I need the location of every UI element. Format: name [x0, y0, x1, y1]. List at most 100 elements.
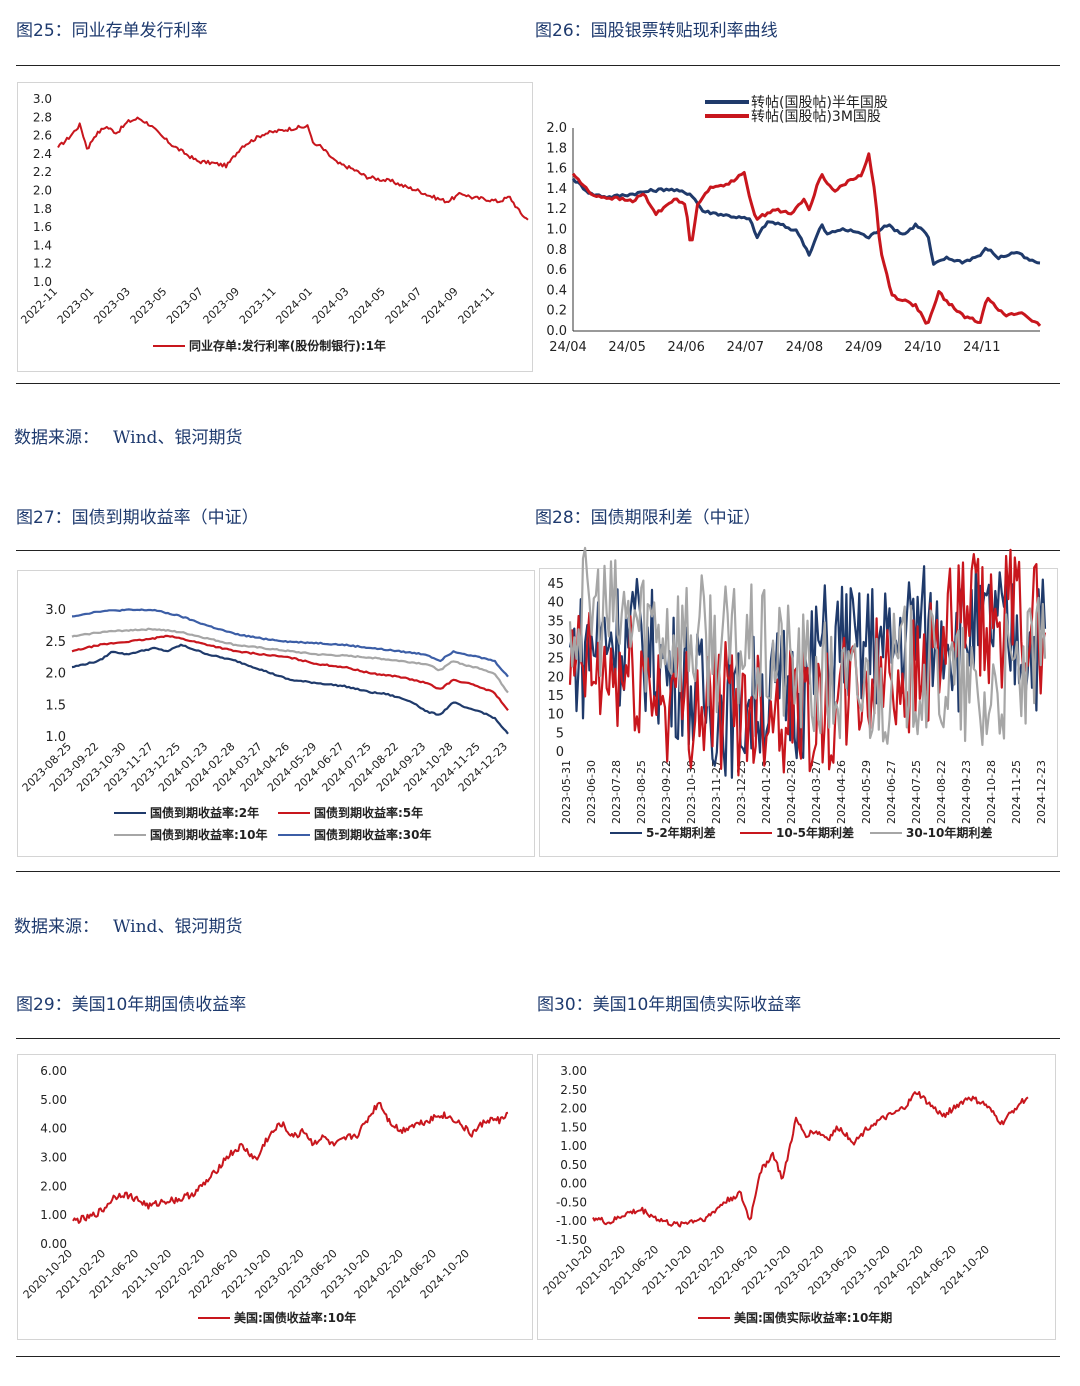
y-tick-label: 35 — [547, 614, 564, 629]
y-tick-label: 45 — [547, 577, 564, 592]
y-tick-label: 3.00 — [40, 1151, 67, 1165]
x-tick-label: 2024-05 — [346, 285, 388, 327]
y-tick-label: 1.8 — [33, 202, 52, 216]
x-tick-label: 2023-10-30 — [685, 760, 698, 824]
y-tick-label: 2.6 — [33, 129, 52, 143]
fig25-title: 图25：同业存单发行利率 — [16, 21, 208, 41]
x-tick-label: 2024-01-23 — [760, 760, 773, 824]
y-tick-label: 1.4 — [33, 238, 52, 252]
fig27-panel: 3.0 2.5 2.0 1.5 1.0 2023-08-25 2023-09-22 2023-… — [17, 570, 535, 857]
fig26-title: 图26：国股银票转贴现利率曲线 — [535, 21, 778, 41]
y-tick-label: 20 — [547, 670, 564, 685]
series-line-2 — [568, 548, 1047, 777]
y-tick-label: 3.0 — [45, 603, 66, 618]
y-tick-label: 1.5 — [45, 698, 66, 713]
y-tick-label: 2.0 — [546, 121, 567, 136]
y-tick-label: 2.50 — [560, 1083, 587, 1097]
series-line-1 — [57, 116, 529, 221]
fig30-chart: 3.00 2.50 2.00 1.50 1.00 0.50 0.00 -0.50 -1.00 -1… — [541, 1064, 1029, 1325]
x-tick-label: 2024-06-27 — [885, 760, 898, 824]
x-tick-label: 2023-05 — [128, 285, 170, 327]
x-tick-label: 2023-09 — [201, 285, 243, 327]
y-tick-label: 1.50 — [560, 1120, 587, 1134]
y-tick-label: 1.6 — [546, 162, 567, 177]
section1-bottom-rule — [16, 383, 1060, 384]
y-tick-label: 2.2 — [33, 165, 52, 179]
y-tick-label: -1.50 — [556, 1233, 587, 1247]
y-tick-label: 0.4 — [546, 283, 567, 298]
x-tick-label: 2024-02-28 — [785, 760, 798, 824]
x-tick-label: 24/11 — [963, 340, 1000, 355]
x-tick-label: 2023-11 — [237, 285, 279, 327]
x-tick-label: 2023-11-27 — [710, 760, 723, 824]
series-line-2 — [71, 634, 509, 711]
x-tick-label: 24/09 — [845, 340, 882, 355]
legend-label: 10-5年期利差 — [776, 825, 854, 840]
x-tick-label: 2023-05-31 — [560, 760, 573, 824]
legend-label: 同业存单:发行利率(股份制银行):1年 — [189, 338, 386, 353]
fig29-chart: 6.005.004.003.002.001.000.002020-10-2020… — [21, 1064, 509, 1325]
x-tick-label: 2024-09-23 — [960, 760, 973, 824]
y-tick-label: 3.00 — [560, 1064, 587, 1078]
section1-top-rule — [16, 65, 1060, 66]
x-tick-label: 2023-09-22 — [660, 760, 673, 824]
fig29-panel: 6.00 5.00 4.00 3.00 2.00 1.00 0.00 2020-10-20 20… — [17, 1054, 533, 1340]
y-tick-label: 2.4 — [33, 147, 52, 161]
x-tick-label: 2023-06-30 — [585, 760, 598, 824]
legend-label: 转帖(国股帖)3M国股 — [751, 109, 881, 125]
y-tick-label: 6.00 — [40, 1064, 67, 1078]
y-tick-label: 3.0 — [33, 92, 52, 106]
fig25-panel: 3.0 2.8 2.6 2.4 2.2 2.0 1.8 1.6 1.4 1.2 1.0 2022-11… — [17, 82, 533, 372]
y-tick-label: 0.50 — [560, 1158, 587, 1172]
section2-source: 数据来源： Wind、银河期货 — [14, 912, 242, 937]
legend-label: 美国:国债实际收益率:10年期 — [734, 1310, 892, 1325]
y-tick-label: 2.00 — [40, 1179, 67, 1193]
y-tick-label: 40 — [547, 596, 564, 611]
y-tick-label: 1.00 — [40, 1208, 67, 1222]
x-tick-label: 2024-07-25 — [910, 760, 923, 824]
y-tick-label: 1.6 — [33, 220, 52, 234]
series-line-2 — [571, 152, 1042, 327]
source-label: 数据来源： — [14, 917, 99, 937]
y-tick-label: 5.00 — [40, 1093, 67, 1107]
series-line-3 — [71, 627, 509, 694]
x-tick-label: 24/07 — [727, 340, 764, 355]
y-tick-label: 0.00 — [560, 1177, 587, 1191]
x-tick-label: 2024-07 — [383, 285, 425, 327]
y-tick-label: 0.2 — [546, 304, 567, 319]
legend-label: 国债到期收益率:10年 — [150, 827, 268, 842]
section2-top-rule — [16, 550, 1060, 551]
fig28-title: 图28：国债期限利差（中证） — [535, 508, 761, 528]
fig26-chart: 2.0 1.8 1.6 1.4 1.2 1.0 0.8 0.6 0.4 0.2 0.024/04 24… — [546, 95, 1042, 355]
x-tick-label: 2023-01 — [55, 285, 97, 327]
y-tick-label: 0.6 — [546, 263, 567, 278]
x-tick-label: 2024-04-26 — [835, 760, 848, 824]
x-tick-label: 2024-05-29 — [860, 760, 873, 824]
y-tick-label: 15 — [547, 689, 564, 704]
y-tick-label: 2.0 — [45, 667, 66, 682]
source-value: Wind、银河期货 — [113, 428, 243, 448]
x-tick-label: 24/10 — [904, 340, 941, 355]
section1-source: 数据来源： Wind、银河期货 — [14, 423, 242, 448]
y-tick-label: 2.8 — [33, 110, 52, 124]
x-tick-label: 2024-08-22 — [935, 760, 948, 824]
y-tick-label: 1.2 — [33, 257, 52, 271]
series-line-1 — [71, 643, 509, 735]
series-line-1 — [592, 1091, 1029, 1228]
section2-bottom-rule — [16, 871, 1060, 872]
x-tick-label: 2024-03-27 — [810, 760, 823, 824]
x-tick-label: 2023-12-25 — [735, 760, 748, 824]
fig26-panel: 2.0 1.8 1.6 1.4 1.2 1.0 0.8 0.6 0.4 0.2 0.0 24/04 24… — [535, 82, 1060, 372]
x-tick-label: 2024-12-23 — [1035, 760, 1048, 824]
legend-label: 30-10年期利差 — [906, 825, 992, 840]
series-line-4 — [71, 608, 509, 678]
section3-bottom-rule — [16, 1356, 1060, 1357]
source-label: 数据来源： — [14, 428, 99, 448]
y-tick-label: 30 — [547, 633, 564, 648]
legend-label: 5-2年期利差 — [646, 825, 716, 840]
x-tick-label: 2024-03 — [310, 285, 352, 327]
legend-label: 国债到期收益率:30年 — [314, 827, 432, 842]
legend-label: 国债到期收益率:2年 — [150, 805, 259, 820]
x-tick-label: 24/06 — [667, 340, 704, 355]
